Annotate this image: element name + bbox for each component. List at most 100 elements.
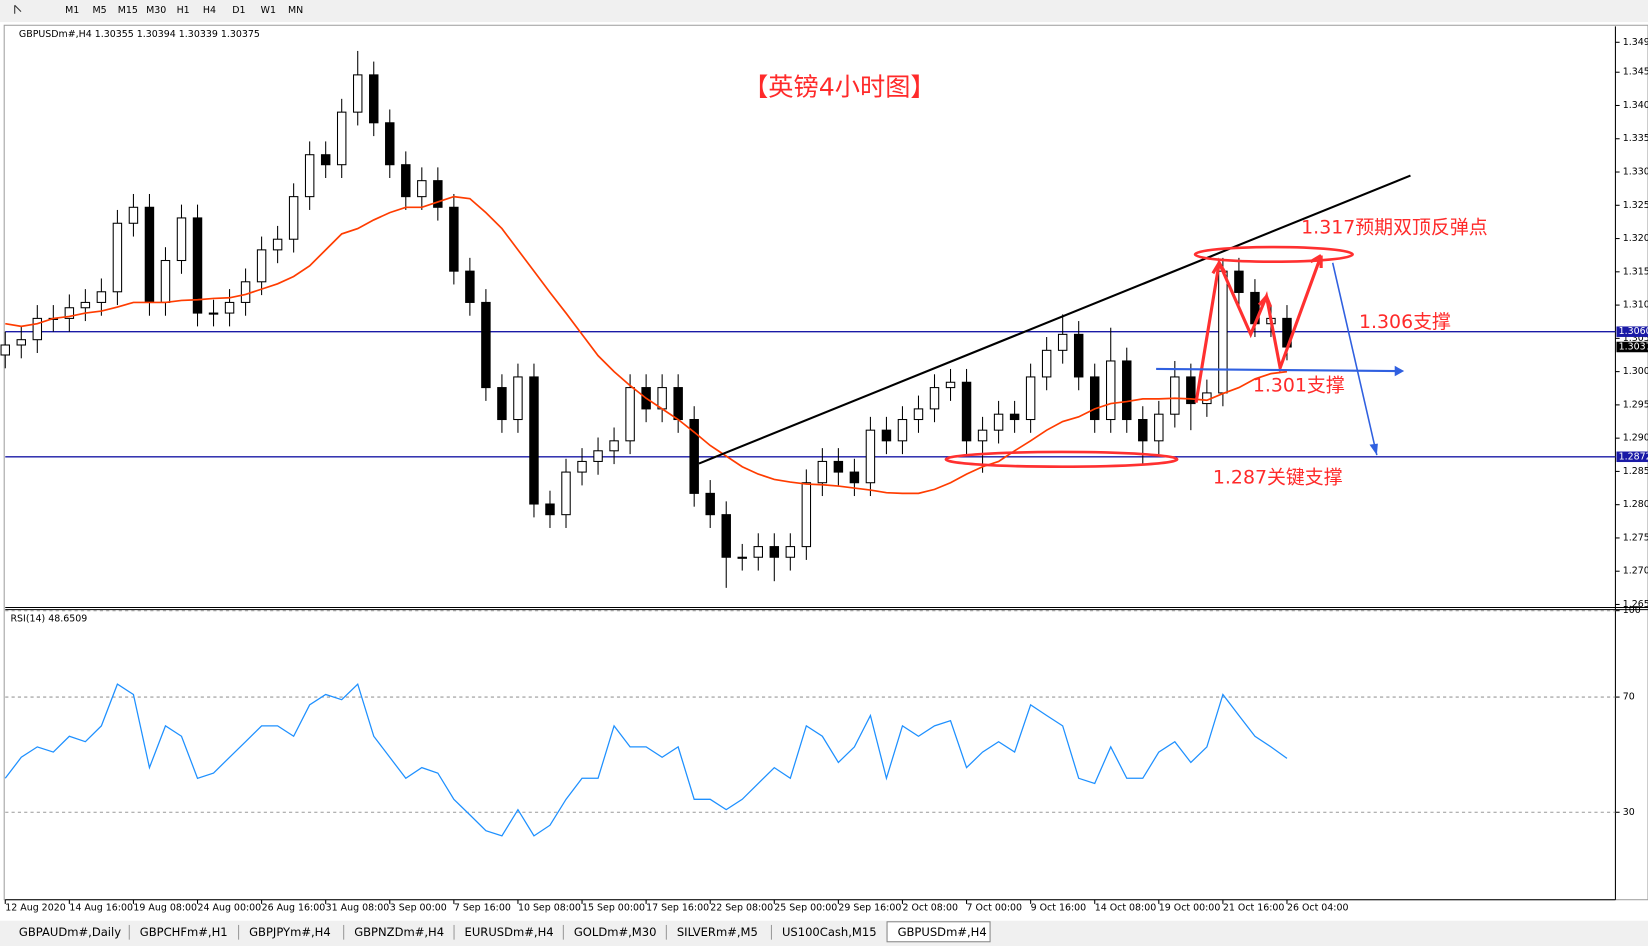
candle-body: [16, 339, 27, 346]
y-tick-label: 100: [1623, 605, 1641, 616]
candle-body: [753, 546, 763, 558]
candle-body: [128, 206, 139, 224]
candle-body: [1138, 418, 1148, 442]
candle-body: [1106, 360, 1116, 421]
x-tick-label: 7 Sep 16:00: [454, 903, 511, 914]
candle-body: [737, 556, 747, 559]
rsi-line: [4, 682, 1288, 837]
candle-body: [673, 387, 683, 421]
x-tick-label: 14 Aug 16:00: [69, 903, 133, 914]
candle-body: [385, 122, 395, 166]
candle-body: [577, 460, 587, 473]
candle-body: [160, 259, 171, 303]
candle-body: [224, 301, 235, 314]
toolbar: [0, 0, 1648, 23]
y-tick-label: 70: [1623, 692, 1635, 703]
candle-body: [64, 307, 75, 319]
candle-body: [80, 301, 91, 309]
candle-body: [913, 408, 924, 421]
x-tick-label: 9 Oct 16:00: [1031, 903, 1087, 914]
candle-body: [785, 546, 796, 558]
candle-body: [705, 492, 715, 516]
pattern-path: [1194, 254, 1323, 403]
x-tick-label: 2 Oct 08:00: [902, 903, 958, 914]
tab[interactable]: US100Cash,M15: [782, 925, 877, 939]
candle-body: [1218, 270, 1228, 394]
trend-line: [698, 174, 1411, 465]
y-tick-label: 1.3150: [1623, 266, 1648, 277]
candle-body: [657, 387, 667, 410]
candle-body: [769, 546, 780, 558]
candle-body: [929, 387, 940, 410]
candle-body: [417, 180, 427, 198]
candle-body: [369, 74, 379, 124]
annotation: 1.306支撑: [1359, 311, 1451, 333]
annotation: 1.301支撑: [1253, 374, 1345, 396]
timeframe-button[interactable]: M5: [92, 5, 106, 16]
annotation: 1.287关键支撑: [1213, 467, 1343, 489]
timeframe-button[interactable]: M1: [65, 5, 79, 16]
y-tick-label: 1.2850: [1623, 466, 1648, 477]
x-tick-label: 7 Oct 00:00: [967, 903, 1023, 914]
timeframe-button[interactable]: M30: [146, 5, 166, 16]
bottom-ellipse: [944, 450, 1179, 469]
moving-average: [5, 195, 1288, 495]
timeframe-button[interactable]: H1: [177, 5, 190, 16]
candle-body: [497, 387, 507, 421]
candle-body: [0, 344, 10, 356]
candle-body: [1025, 376, 1036, 421]
y-tick-label: 1.2900: [1623, 433, 1648, 444]
active-tab[interactable]: [886, 921, 991, 943]
y-tick-label: 1.2800: [1623, 499, 1648, 510]
timeframe-button[interactable]: W1: [261, 5, 276, 16]
timeframe-button[interactable]: D1: [232, 5, 245, 16]
candle-body: [897, 418, 908, 442]
tab[interactable]: GBPCHFm#,H1: [140, 925, 228, 939]
candle-body: [144, 206, 155, 303]
y-tick-label: 1.3250: [1623, 200, 1648, 211]
cursor-icon[interactable]: [14, 4, 22, 14]
candle-body: [689, 418, 699, 494]
x-tick-label: 31 Aug 08:00: [326, 903, 390, 914]
candle-body: [96, 291, 107, 303]
candle-body: [1234, 270, 1244, 293]
candle-body: [1089, 376, 1100, 421]
candle-body: [352, 74, 363, 113]
tab[interactable]: GBPAUDm#,Daily: [19, 925, 121, 939]
y-tick-label: 1.3400: [1623, 100, 1648, 111]
candle-body: [240, 281, 251, 303]
tab[interactable]: SILVERm#,M5: [677, 925, 758, 939]
candle-body: [465, 270, 475, 303]
candle-body: [993, 413, 1004, 431]
tab[interactable]: GOLDm#,M30: [574, 925, 657, 939]
x-tick-label: 14 Oct 08:00: [1095, 903, 1157, 914]
candle-body: [545, 503, 555, 516]
tab-bar: [0, 920, 1648, 946]
timeframe-button[interactable]: H4: [203, 5, 216, 16]
candle-body: [401, 164, 411, 198]
tab[interactable]: GBPNZDm#,H4: [354, 925, 444, 939]
x-tick-label: 15 Sep 00:00: [582, 903, 645, 914]
arrow-heads: [1211, 254, 1323, 308]
candle-body: [1122, 360, 1132, 421]
candle-body: [1041, 349, 1052, 378]
x-tick-label: 12 Aug 2020: [5, 903, 65, 914]
candle-body: [32, 317, 43, 341]
candle-body: [192, 217, 203, 314]
candle-body: [256, 249, 267, 283]
candle-body: [176, 217, 187, 262]
timeframe-button[interactable]: M15: [118, 5, 138, 16]
candle-body: [881, 429, 892, 442]
tab[interactable]: GBPUSDm#,H4: [898, 925, 987, 939]
candle-body: [609, 440, 619, 452]
candle-body: [1057, 333, 1068, 351]
x-tick-label: 17 Sep 16:00: [646, 903, 709, 914]
x-tick-label: 19 Aug 08:00: [133, 903, 197, 914]
x-tick-label: 26 Oct 04:00: [1287, 903, 1349, 914]
candle-body: [208, 312, 219, 315]
timeframe-button[interactable]: MN: [288, 5, 303, 16]
tab[interactable]: GBPJPYm#,H4: [249, 925, 331, 939]
candle-body: [561, 471, 571, 516]
tab[interactable]: EURUSDm#,H4: [465, 925, 554, 939]
